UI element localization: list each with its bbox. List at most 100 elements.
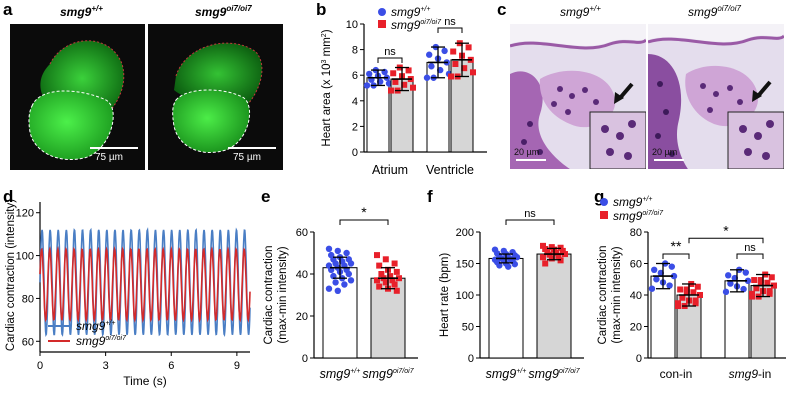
chart-g-y-tick-label: 20 xyxy=(630,322,642,334)
chart-e-y-tick-label: 0 xyxy=(302,353,308,365)
chart-b-y-tick-label: 10 xyxy=(346,19,358,31)
chart-g-point xyxy=(666,282,673,289)
chart-g-point xyxy=(651,266,658,273)
panel-a-left-title: smg9+/+ xyxy=(60,4,103,19)
chart-f-y-tick-label: 200 xyxy=(456,227,474,239)
chart-g-y-tick-label: 80 xyxy=(630,227,642,239)
chart-b-point xyxy=(450,48,457,55)
chart-d-series-line xyxy=(39,245,251,324)
chart-e-point xyxy=(334,247,341,255)
chart-e-point xyxy=(347,260,355,267)
chart-f-point xyxy=(548,255,555,262)
chart-b-y-tick-label: 4 xyxy=(352,96,358,108)
chart-d-y-tick-label: 100 xyxy=(16,251,34,263)
chart-b-point xyxy=(388,87,394,94)
chart-b-significance-label: ns xyxy=(384,46,396,58)
chart-g-point xyxy=(697,292,703,298)
chart-f-x-tick-label: smg9oi7/oi7 xyxy=(528,367,580,381)
chart-b-point xyxy=(448,73,454,80)
chart-g-y-tick-label: 0 xyxy=(636,353,642,365)
chart-g-point xyxy=(670,272,678,280)
chart-e-point xyxy=(325,245,333,252)
chart-e-point xyxy=(396,275,402,282)
chart-b-point xyxy=(401,81,408,88)
panel-c-right-title: smg9oi7/oi7 xyxy=(688,4,741,19)
chart-g-point xyxy=(653,276,660,283)
chart-b-point xyxy=(410,84,416,91)
chart-d-y-tick-label: 120 xyxy=(16,208,34,220)
panel-label-c: c xyxy=(497,0,507,19)
chart-b-legend-marker xyxy=(378,8,386,16)
chart-e-point xyxy=(391,281,398,288)
chart-f-point xyxy=(505,263,512,270)
panel-c-left-title: smg9+/+ xyxy=(560,4,601,19)
chart-g-point xyxy=(725,272,732,279)
scale-bar-label: 20 µm xyxy=(514,147,540,157)
chart-g-y-tick-label: 60 xyxy=(630,259,642,271)
chart-d-x-tick-label: 3 xyxy=(103,360,109,372)
chart-b-y-tick-label: 6 xyxy=(352,70,358,82)
chart-e-point xyxy=(378,271,385,277)
chart-b-legend-label: smg9+/+ xyxy=(391,5,430,19)
chart-g-point xyxy=(751,277,758,284)
chart-b-point xyxy=(465,44,472,51)
chart-e-significance xyxy=(339,219,389,225)
chart-b-significance xyxy=(377,57,403,63)
panel-a-right-title: smg9oi7/oi7 xyxy=(195,4,252,19)
chart-g-point xyxy=(692,297,699,304)
chart-b-significance xyxy=(437,27,463,33)
chart-g-point xyxy=(722,288,730,296)
chart-g-point xyxy=(694,283,701,290)
chart-f-y-tick-label: 50 xyxy=(462,322,474,334)
chart-b-point xyxy=(428,63,435,70)
chart-e-point xyxy=(382,256,389,263)
chart-f-point xyxy=(496,262,503,269)
chart-b-point xyxy=(452,61,459,67)
chart-b-significance-label: ns xyxy=(444,16,456,28)
chart-e-point xyxy=(393,268,400,275)
chart-e-point xyxy=(332,279,339,286)
chart-d-x-tick-label: 6 xyxy=(168,360,174,372)
chart-b-bar xyxy=(366,77,390,153)
chart-g-point xyxy=(683,286,690,293)
chart-g-point xyxy=(690,289,697,296)
chart-g-legend-marker xyxy=(600,211,608,219)
chart-g-point xyxy=(675,300,681,307)
histology-image-mut: 20 µm xyxy=(648,24,784,169)
chart-g-point xyxy=(742,269,749,276)
chart-b-y-tick-label: 8 xyxy=(352,45,358,57)
chart-f-point xyxy=(559,247,566,254)
chart-b-point xyxy=(470,69,476,76)
chart-f-point xyxy=(542,260,549,267)
panel-label-e: e xyxy=(261,187,271,206)
chart-f-point xyxy=(540,254,546,261)
scale-bar-label: 75 µm xyxy=(95,152,123,163)
chart-f-y-tick-label: 0 xyxy=(468,353,474,365)
chart-f-bar xyxy=(488,257,524,359)
panel-label-f: f xyxy=(427,187,433,206)
fluorescence-image-wt: 75 µm xyxy=(10,24,145,170)
chart-e-point xyxy=(376,262,383,269)
chart-g-significance xyxy=(662,253,690,260)
chart-b-legend-label: smg9oi7/oi7 xyxy=(391,18,442,32)
chart-b-point xyxy=(441,47,448,55)
chart-e-x-tick-label: smg9oi7/oi7 xyxy=(362,367,414,381)
chart-g-point xyxy=(740,285,747,293)
chart-g-point xyxy=(668,263,675,270)
chart-e-point xyxy=(334,287,341,294)
chart-e-y-tick-label: 40 xyxy=(296,269,308,281)
chart-g-point xyxy=(753,285,760,292)
panel-label-a: a xyxy=(3,0,13,19)
chart-b-y-tick-label: 2 xyxy=(352,121,358,133)
chart-d-x-label: Time (s) xyxy=(123,374,167,388)
panel-label-g: g xyxy=(594,187,605,206)
chart-g-y-label: Cardiac contraction xyxy=(597,245,609,344)
chart-f-y-tick-label: 150 xyxy=(456,259,474,271)
chart-g-point xyxy=(771,282,777,289)
chart-f-significance xyxy=(505,219,555,225)
chart-f-point xyxy=(562,251,568,258)
chart-g-point xyxy=(749,290,755,297)
chart-g-significance-label: ** xyxy=(671,238,682,254)
chart-e-point xyxy=(345,270,352,278)
scale-bar-label: 20 µm xyxy=(652,147,678,157)
